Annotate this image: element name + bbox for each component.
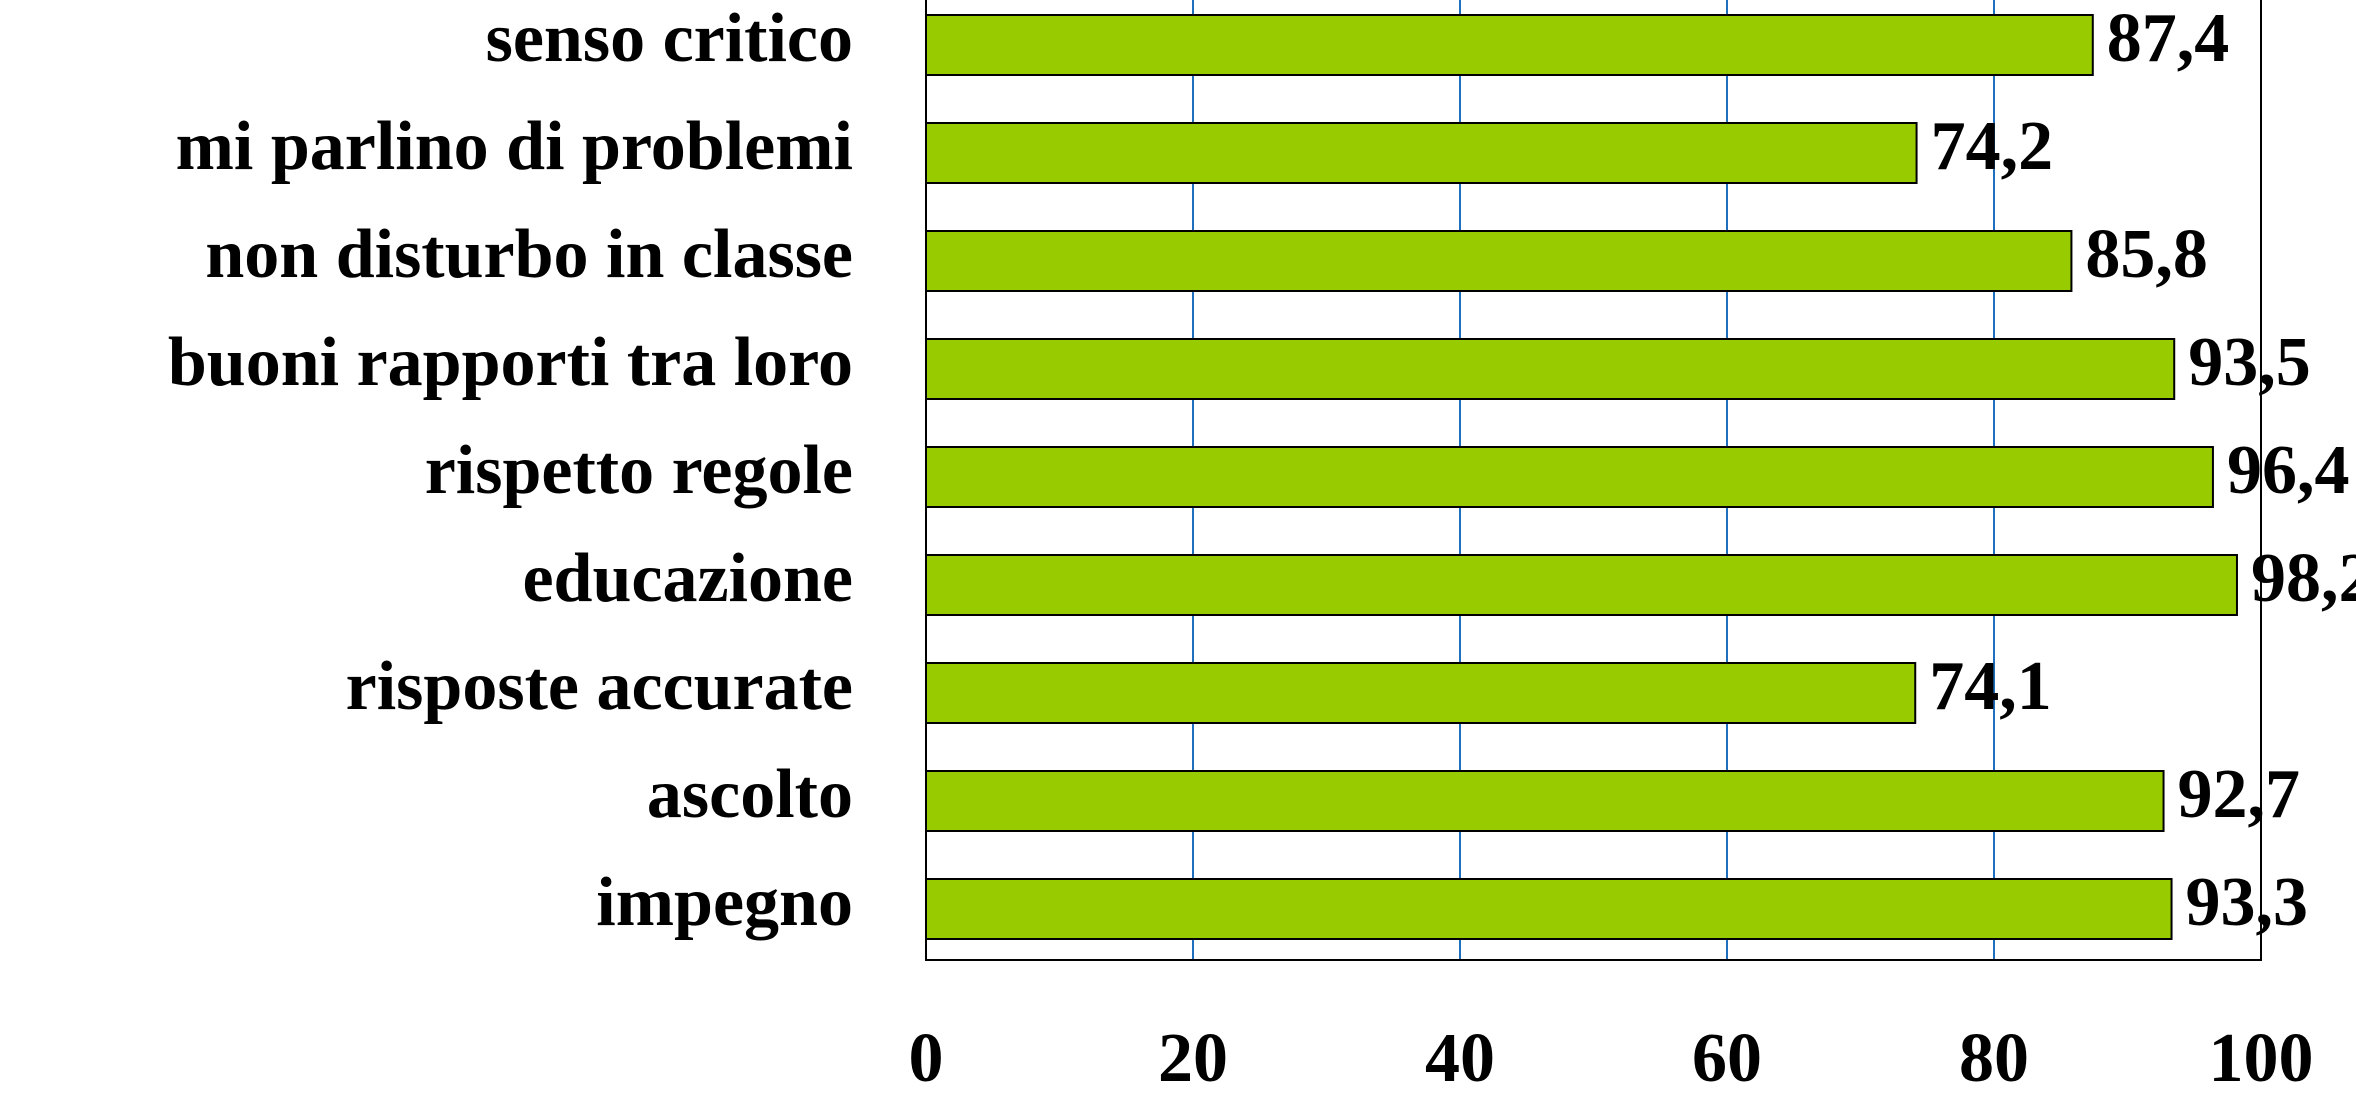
category-label: mi parlino di problemi bbox=[176, 108, 853, 185]
bar bbox=[925, 878, 2173, 940]
value-label: 92,7 bbox=[2178, 756, 2301, 833]
category-label: impegno bbox=[596, 864, 853, 941]
x-tick-label: 100 bbox=[2209, 1020, 2314, 1097]
bar bbox=[925, 446, 2214, 508]
bar bbox=[925, 230, 2073, 292]
bar bbox=[925, 14, 2094, 76]
bar bbox=[925, 554, 2238, 616]
bar bbox=[925, 662, 1917, 724]
bar bbox=[925, 338, 2176, 400]
value-label: 98,2 bbox=[2251, 540, 2356, 617]
category-label: rispetto regole bbox=[425, 432, 853, 509]
x-tick-label: 20 bbox=[1158, 1020, 1228, 1097]
x-tick-label: 80 bbox=[1959, 1020, 2029, 1097]
x-tick-label: 0 bbox=[909, 1020, 944, 1097]
category-label: risposte accurate bbox=[346, 648, 853, 725]
value-label: 85,8 bbox=[2085, 216, 2208, 293]
value-label: 74,1 bbox=[1929, 648, 2051, 725]
bar bbox=[925, 770, 2165, 832]
x-tick-label: 60 bbox=[1692, 1020, 1762, 1097]
category-label: ascolto bbox=[647, 756, 853, 833]
category-label: non disturbo in classe bbox=[205, 216, 853, 293]
value-label: 96,4 bbox=[2227, 432, 2350, 509]
bar bbox=[925, 122, 1918, 184]
category-label: senso critico bbox=[486, 0, 853, 77]
x-tick-label: 40 bbox=[1425, 1020, 1495, 1097]
value-label: 93,3 bbox=[2186, 864, 2309, 941]
category-label: educazione bbox=[522, 540, 853, 617]
category-label: buoni rapporti tra loro bbox=[168, 324, 853, 401]
value-label: 74,2 bbox=[1931, 108, 2053, 185]
value-label: 87,4 bbox=[2107, 0, 2230, 77]
value-label: 93,5 bbox=[2188, 324, 2311, 401]
